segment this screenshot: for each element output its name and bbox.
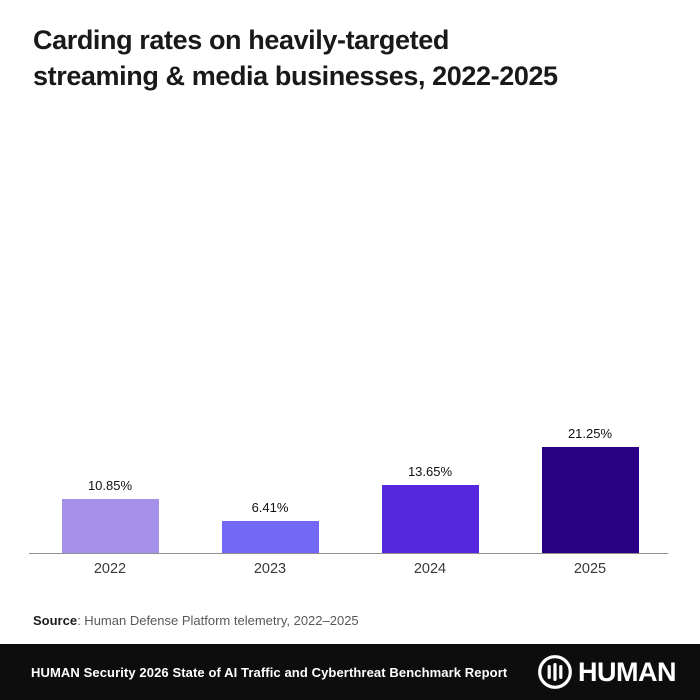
bar xyxy=(381,485,479,553)
chart-title: Carding rates on heavily-targeted stream… xyxy=(33,25,558,91)
bar-value-label: 6.41% xyxy=(251,500,289,515)
bar-value-label: 21.25% xyxy=(567,426,613,441)
human-wordmark: HUMAN xyxy=(578,656,677,687)
report-title: HUMAN Security 2026 State of AI Traffic … xyxy=(31,664,508,680)
bar-value-label: 10.85% xyxy=(87,478,133,493)
x-axis-tick-label: 2024 xyxy=(413,561,447,577)
bar xyxy=(61,499,159,553)
human-logo-icon xyxy=(538,655,572,689)
human-logo: HUMAN xyxy=(537,654,677,690)
x-axis-tick-label: 2023 xyxy=(253,561,287,577)
bar xyxy=(221,521,319,553)
x-axis-tick-label: 2025 xyxy=(573,561,607,577)
x-axis-line xyxy=(29,553,668,554)
footer-bar: HUMAN Security 2026 State of AI Traffic … xyxy=(0,644,700,700)
source-note: Source: Human Defense Platform telemetry… xyxy=(33,613,359,628)
source-text: : Human Defense Platform telemetry, 2022… xyxy=(77,613,359,628)
bar xyxy=(541,447,639,553)
bar-value-label: 13.65% xyxy=(407,464,453,479)
x-axis-tick-label: 2022 xyxy=(93,561,127,577)
source-label: Source xyxy=(33,613,78,628)
